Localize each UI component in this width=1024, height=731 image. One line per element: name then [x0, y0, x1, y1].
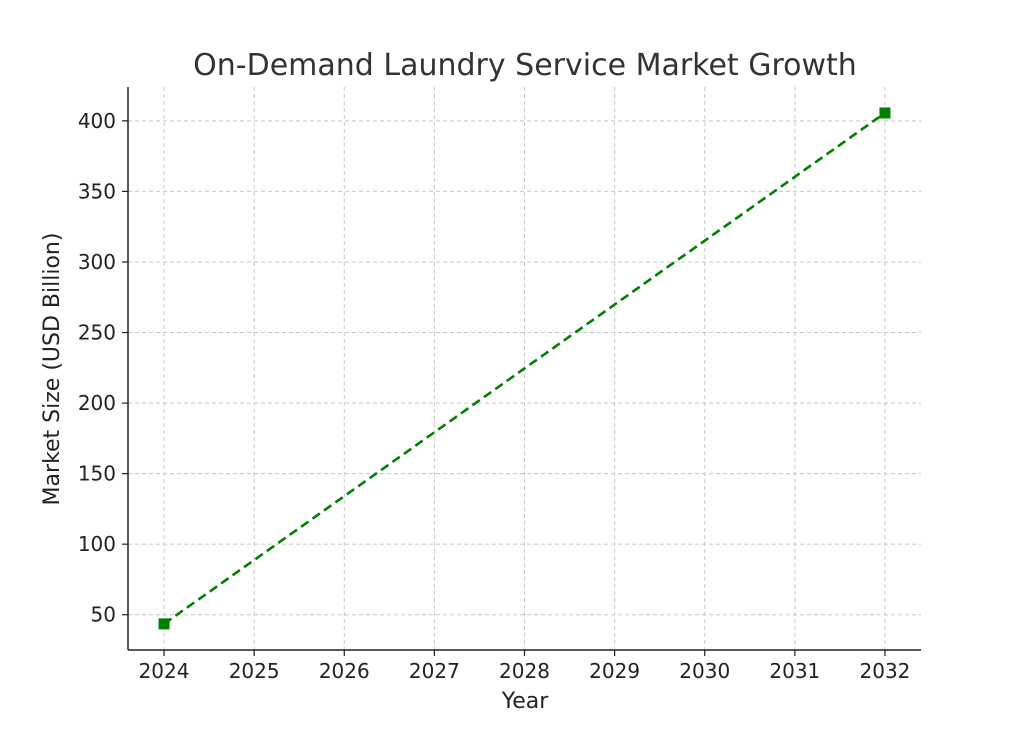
y-tick-label: 250 [78, 321, 116, 345]
y-axis-label: Market Size (USD Billion) [40, 233, 65, 506]
x-tick-label: 2031 [769, 659, 820, 683]
y-tick-label: 100 [78, 532, 116, 556]
x-tick-label: 2030 [679, 659, 730, 683]
data-point-marker [158, 618, 170, 630]
ticks: 2024 2025 2026 2027 2028 2029 2030 2031 2032 50 10… [78, 109, 911, 683]
x-tick-label: 2032 [860, 659, 911, 683]
x-tick-label: 2025 [229, 659, 280, 683]
x-tick-label: 2028 [499, 659, 550, 683]
y-tick-label: 50 [91, 603, 116, 627]
y-tick-label: 350 [78, 179, 116, 203]
x-tick-label: 2029 [589, 659, 640, 683]
series-line [163, 111, 886, 625]
y-tick-label: 400 [78, 109, 116, 133]
chart-title: On-Demand Laundry Service Market Growth [193, 48, 857, 83]
x-axis-label: Year [501, 689, 550, 714]
y-tick-label: 200 [78, 391, 116, 415]
x-tick-label: 2026 [319, 659, 370, 683]
data-point-marker [879, 107, 891, 119]
series [158, 107, 891, 630]
x-tick-label: 2027 [409, 659, 460, 683]
y-tick-label: 150 [78, 462, 116, 486]
x-tick-label: 2024 [139, 659, 190, 683]
y-tick-label: 300 [78, 250, 116, 274]
